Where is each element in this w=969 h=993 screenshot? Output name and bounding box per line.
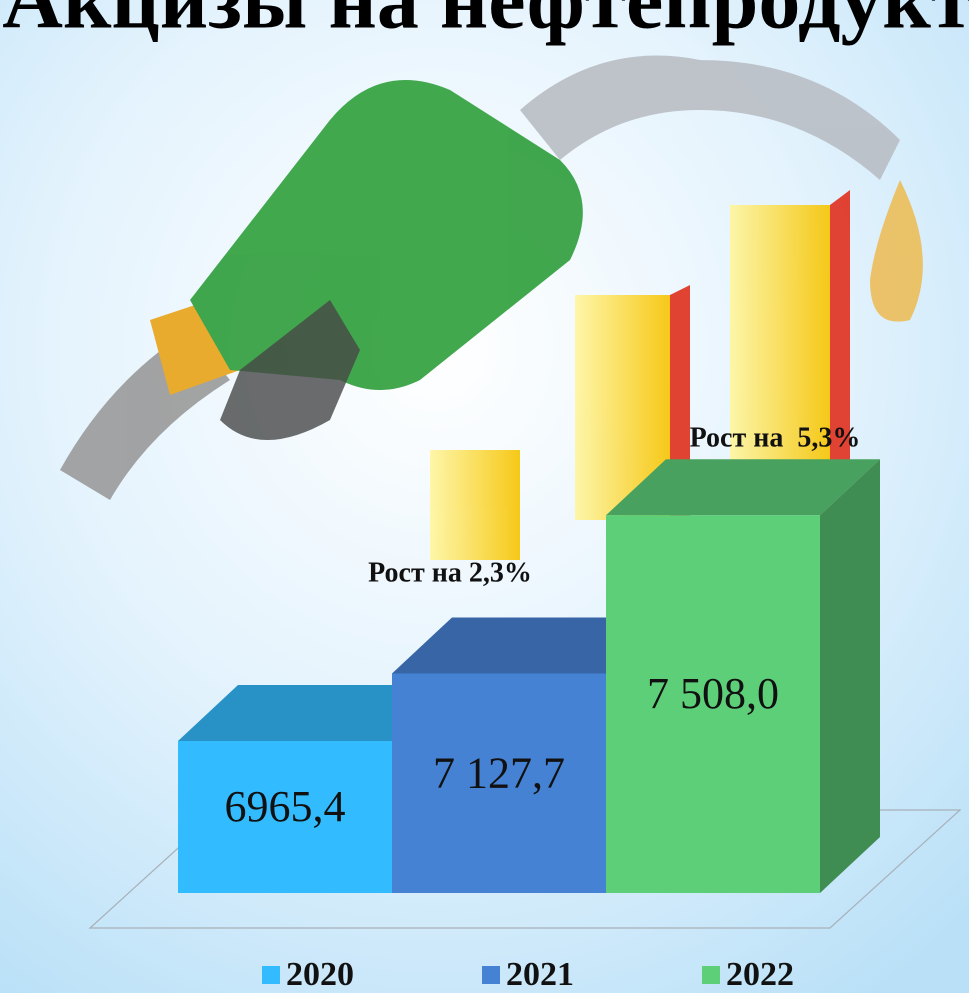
annotation: Рост на 2,3% <box>368 557 532 588</box>
data-label: 7 127,7 <box>433 748 565 797</box>
legend-label: 2020 <box>286 956 354 993</box>
annotation: Рост на 5,3% <box>690 422 861 453</box>
legend-swatch <box>482 966 500 984</box>
bar-side <box>820 459 880 893</box>
legend-swatch <box>702 966 720 984</box>
legend-label: 2021 <box>506 956 574 993</box>
chart: Акцизы на нефтепродукты 6965,4 2020 7 127,… <box>0 0 969 993</box>
legend-swatch <box>262 966 280 984</box>
legend-label: 2022 <box>726 956 794 993</box>
chart-title: Акцизы на нефтепродукты <box>2 0 969 46</box>
data-label: 7 508,0 <box>647 669 779 718</box>
data-label: 6965,4 <box>225 782 346 831</box>
